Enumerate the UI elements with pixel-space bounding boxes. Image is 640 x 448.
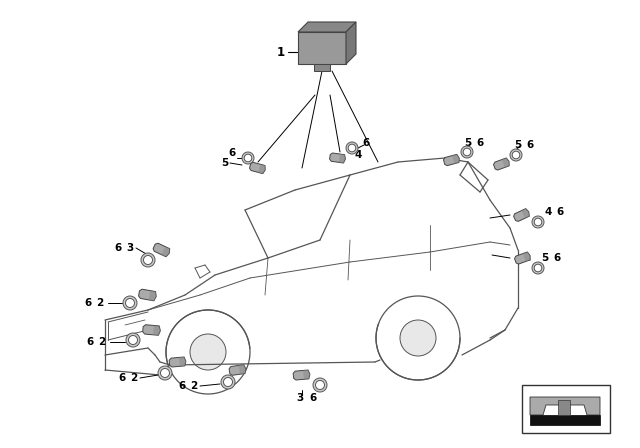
Text: 2: 2 bbox=[190, 381, 198, 391]
Text: 1: 1 bbox=[277, 46, 285, 59]
Text: 6: 6 bbox=[476, 138, 484, 148]
Polygon shape bbox=[258, 164, 265, 174]
Text: 5: 5 bbox=[515, 140, 522, 150]
Bar bbox=[522, 385, 610, 433]
Polygon shape bbox=[444, 155, 460, 166]
Circle shape bbox=[125, 298, 134, 307]
Circle shape bbox=[463, 148, 471, 156]
Circle shape bbox=[178, 322, 238, 382]
Circle shape bbox=[129, 336, 138, 345]
Polygon shape bbox=[169, 357, 186, 367]
Text: 3: 3 bbox=[296, 393, 303, 403]
Circle shape bbox=[143, 255, 152, 264]
Polygon shape bbox=[530, 397, 600, 415]
Circle shape bbox=[161, 369, 170, 378]
Polygon shape bbox=[298, 32, 346, 64]
Text: 6: 6 bbox=[554, 253, 561, 263]
Circle shape bbox=[316, 380, 324, 389]
Polygon shape bbox=[298, 22, 356, 32]
Bar bbox=[530, 415, 600, 425]
Circle shape bbox=[123, 296, 137, 310]
Polygon shape bbox=[293, 370, 310, 380]
Circle shape bbox=[223, 378, 232, 387]
Text: 6: 6 bbox=[179, 381, 186, 391]
Text: 2: 2 bbox=[97, 298, 104, 308]
Text: 6: 6 bbox=[526, 140, 534, 150]
Circle shape bbox=[242, 152, 254, 164]
Polygon shape bbox=[148, 291, 156, 301]
Polygon shape bbox=[153, 325, 161, 335]
Circle shape bbox=[126, 333, 140, 347]
Polygon shape bbox=[523, 252, 530, 262]
Circle shape bbox=[141, 253, 155, 267]
Polygon shape bbox=[514, 209, 529, 221]
Text: 6: 6 bbox=[84, 298, 92, 308]
Polygon shape bbox=[522, 209, 529, 218]
Text: 6: 6 bbox=[309, 393, 317, 403]
Polygon shape bbox=[143, 325, 161, 335]
Text: 3: 3 bbox=[126, 243, 134, 253]
Polygon shape bbox=[139, 289, 156, 301]
Circle shape bbox=[512, 151, 520, 159]
Circle shape bbox=[221, 375, 235, 389]
Circle shape bbox=[190, 334, 226, 370]
Polygon shape bbox=[303, 370, 310, 379]
Text: 6: 6 bbox=[362, 138, 370, 148]
Text: 503258: 503258 bbox=[549, 423, 583, 432]
Circle shape bbox=[166, 310, 250, 394]
Polygon shape bbox=[229, 365, 246, 375]
Circle shape bbox=[534, 218, 542, 226]
Text: 4: 4 bbox=[544, 207, 552, 217]
Circle shape bbox=[461, 146, 473, 158]
Text: 5: 5 bbox=[221, 158, 228, 168]
Bar bbox=[558, 400, 570, 415]
Polygon shape bbox=[452, 155, 460, 164]
Circle shape bbox=[388, 308, 448, 368]
Circle shape bbox=[534, 264, 542, 272]
Polygon shape bbox=[339, 154, 346, 163]
Text: 5: 5 bbox=[541, 253, 548, 263]
Polygon shape bbox=[239, 365, 246, 374]
Polygon shape bbox=[330, 153, 346, 163]
Text: 6: 6 bbox=[118, 373, 125, 383]
Polygon shape bbox=[250, 162, 265, 174]
Polygon shape bbox=[161, 246, 170, 257]
Text: 6: 6 bbox=[115, 243, 122, 253]
Circle shape bbox=[532, 262, 544, 274]
Polygon shape bbox=[502, 158, 509, 168]
Polygon shape bbox=[346, 22, 356, 64]
Circle shape bbox=[376, 296, 460, 380]
Polygon shape bbox=[493, 158, 509, 170]
Circle shape bbox=[313, 378, 327, 392]
Text: 6: 6 bbox=[556, 207, 564, 217]
Circle shape bbox=[244, 154, 252, 162]
Circle shape bbox=[510, 149, 522, 161]
Circle shape bbox=[346, 142, 358, 154]
Text: 4: 4 bbox=[355, 150, 362, 160]
Text: 6: 6 bbox=[228, 148, 236, 158]
Polygon shape bbox=[153, 243, 170, 257]
Text: 2: 2 bbox=[131, 373, 138, 383]
Circle shape bbox=[158, 366, 172, 380]
Polygon shape bbox=[314, 64, 330, 71]
Polygon shape bbox=[515, 252, 530, 264]
Text: 6: 6 bbox=[86, 337, 93, 347]
Circle shape bbox=[348, 144, 356, 152]
Polygon shape bbox=[179, 357, 186, 366]
Text: 5: 5 bbox=[465, 138, 472, 148]
Text: 2: 2 bbox=[99, 337, 106, 347]
Circle shape bbox=[532, 216, 544, 228]
Circle shape bbox=[400, 320, 436, 356]
